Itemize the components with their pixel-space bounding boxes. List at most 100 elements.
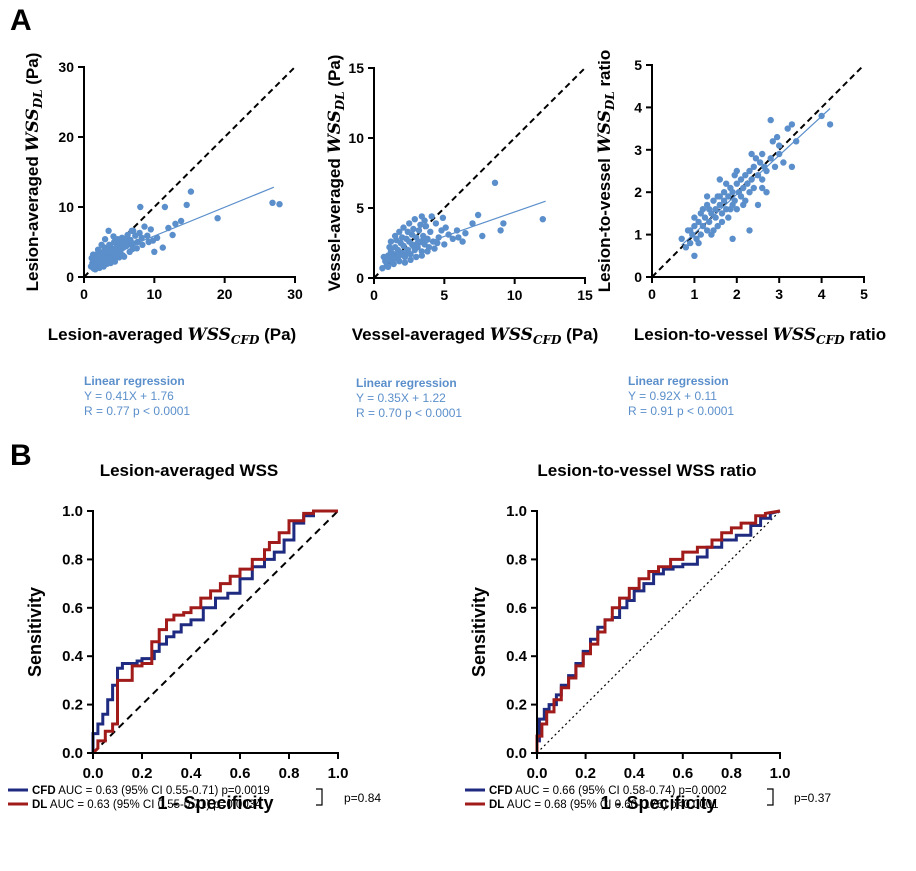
data-point (400, 224, 407, 231)
data-point (390, 260, 397, 268)
x-axis-label-pre: Vessel-averaged (352, 325, 490, 344)
data-point (710, 227, 717, 234)
data-point (691, 252, 698, 259)
data-point (424, 248, 431, 255)
y-tick-label: 5 (356, 200, 364, 216)
data-point (826, 121, 834, 128)
data-point (759, 176, 766, 183)
data-point (187, 188, 195, 195)
data-point (105, 227, 112, 234)
x-tick-label: 10 (507, 287, 523, 303)
data-point (720, 197, 728, 204)
x-axis-label-subscript: CFD (231, 333, 260, 347)
data-point (776, 150, 783, 158)
y-axis-label-post: (Pa) (23, 53, 42, 90)
comparison-bracket (767, 788, 774, 806)
data-point (687, 227, 694, 234)
y-tick-label: 1.0 (506, 503, 527, 520)
y-tick-label: 0 (66, 269, 74, 285)
data-point (740, 201, 747, 209)
chart-title: Lesion-averaged WSS (100, 461, 279, 480)
y-tick-label: 0 (634, 269, 642, 285)
data-point (750, 163, 757, 170)
x-tick-label: 0.4 (624, 765, 646, 782)
data-point (159, 244, 166, 251)
regression-stats: R = 0.70 p < 0.0001 (356, 406, 462, 420)
data-point (500, 220, 507, 227)
data-point (98, 241, 105, 248)
data-point (769, 138, 776, 145)
data-point (678, 235, 685, 242)
data-point (398, 234, 406, 241)
legend-entry-cfd: CFD AUC = 0.66 (95% CI 0.58-0.74) p=0.00… (489, 785, 727, 797)
data-points (87, 188, 283, 273)
reference-diagonal (536, 510, 781, 754)
data-point (720, 189, 728, 196)
data-point (729, 189, 736, 196)
data-point (737, 176, 745, 183)
x-tick-label: 0.2 (132, 765, 153, 782)
data-point (703, 227, 711, 234)
data-point (716, 176, 723, 183)
data-point (151, 248, 158, 255)
data-point (396, 258, 403, 265)
regression-stats: R = 0.91 p < 0.0001 (628, 404, 734, 418)
x-axis-label-post: ratio (845, 325, 887, 344)
x-tick-label: 15 (577, 287, 593, 303)
data-point (710, 197, 717, 204)
roc-plot-lesion-averaged: Lesion-averaged WSS 0.0 0.2 0.4 0.6 0.8 1.0 0.0… (8, 461, 381, 813)
x-tick-label: 0.6 (672, 765, 693, 782)
x-axis-label-pre: Lesion-averaged (48, 325, 188, 344)
data-point (141, 223, 148, 230)
data-point (387, 238, 395, 245)
data-point (177, 217, 185, 225)
data-point (539, 216, 546, 223)
legend-entry-cfd: CFD AUC = 0.63 (95% CI 0.55-0.71) p=0.00… (32, 785, 270, 797)
data-point (761, 163, 768, 170)
data-point (147, 226, 154, 233)
data-point (434, 239, 441, 247)
y-axis-label-subscript: DL (333, 91, 347, 111)
x-axis-label: Vessel-averaged WSSCFD (Pa) (352, 325, 599, 347)
data-point (442, 224, 449, 231)
data-point (401, 259, 409, 266)
y-tick-label: 20 (58, 129, 74, 145)
y-tick-label: 15 (348, 60, 364, 76)
data-point (139, 241, 146, 248)
data-point (759, 184, 766, 192)
data-point (386, 244, 393, 251)
data-point (714, 222, 721, 230)
data-point (422, 223, 430, 230)
data-point (441, 241, 448, 248)
data-point (407, 256, 414, 263)
comparison-bracket (316, 788, 323, 806)
data-point (746, 189, 753, 196)
y-tick-label: 30 (58, 59, 74, 75)
x-axis-label-post: (Pa) (561, 325, 598, 344)
roc-curve-dl (535, 509, 781, 753)
data-point (748, 150, 755, 158)
data-point (697, 210, 704, 217)
legend-series-name: CFD (32, 785, 56, 797)
y-axis-label: Sensitivity (469, 587, 489, 677)
y-tick-label: 3 (634, 142, 642, 158)
data-point (421, 217, 428, 224)
data-point (410, 225, 417, 233)
data-point (384, 263, 392, 270)
data-point (431, 245, 438, 252)
data-point (748, 176, 755, 183)
data-point (771, 163, 779, 170)
data-point (756, 159, 764, 166)
data-point (276, 201, 283, 208)
y-tick-label: 1 (634, 227, 642, 243)
y-axis-label-pre: Lesion-to-vessel (595, 153, 614, 292)
x-tick-label: 30 (287, 286, 303, 302)
x-tick-label: 10 (147, 286, 163, 302)
data-points (678, 112, 834, 259)
x-axis-label-pre: Lesion-to-vessel (634, 325, 773, 344)
data-point (427, 228, 434, 235)
data-point (408, 241, 416, 248)
legend-auc-text: AUC = 0.68 (95% CI 0.60-0.76) p<0.0001 (504, 799, 718, 811)
